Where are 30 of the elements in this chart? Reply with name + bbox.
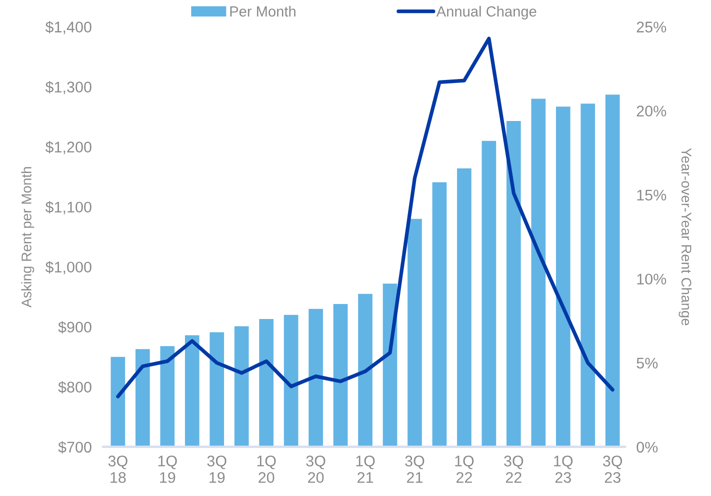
x-tick-label: 3Q 22 <box>504 456 524 483</box>
y-tick-label: $1,100 <box>45 201 92 214</box>
y-tick-label: $1,200 <box>45 141 92 154</box>
x-tick-label: 3Q 20 <box>306 456 326 483</box>
y-tick-label: $1,000 <box>45 261 92 274</box>
y-tick-label: $800 <box>58 381 92 394</box>
x-tick-label: 1Q 19 <box>158 456 177 483</box>
y2-tick-label: 10% <box>637 274 666 285</box>
y2-tick-label: 25% <box>636 22 666 32</box>
y-tick-label: $900 <box>58 321 92 334</box>
y-tick-label: $1,300 <box>45 81 92 94</box>
y2-tick-label: 5% <box>636 358 658 369</box>
y-tick-label: $700 <box>58 441 92 454</box>
x-tick-label: 3Q 18 <box>108 456 128 483</box>
y2-tick-label: 0% <box>636 442 658 453</box>
x-tick-label: 3Q 23 <box>602 456 622 483</box>
y2-tick-label: 20% <box>636 106 666 116</box>
y2-tick-label: 15% <box>637 190 666 201</box>
y2-axis-title: Year-over-Year Rent Change <box>678 148 692 326</box>
x-tick-label: 1Q 20 <box>257 456 276 483</box>
y-tick-label: $1,400 <box>45 21 92 34</box>
line-series <box>116 36 614 398</box>
y-axis-title: Asking Rent per Month <box>21 167 34 308</box>
x-tick-label: 1Q 23 <box>554 456 573 483</box>
x-tick-label: 3Q 19 <box>207 456 226 483</box>
x-tick-label: 1Q 22 <box>455 456 474 483</box>
legend-label: Per Month <box>230 6 296 17</box>
legend-label: Annual Change <box>436 6 536 20</box>
x-tick-label: 1Q 21 <box>356 456 375 483</box>
x-tick-label: 3Q 21 <box>405 456 424 483</box>
